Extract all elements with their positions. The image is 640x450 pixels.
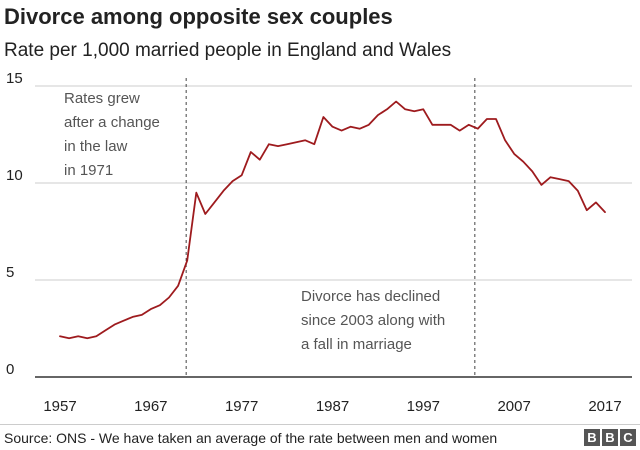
x-tick-label: 1997: [407, 398, 440, 415]
x-tick-label: 1957: [43, 398, 76, 415]
annotation-decline: Divorce has declined: [301, 288, 440, 305]
bbc-logo-letter-2: B: [602, 429, 618, 446]
chart-title: Divorce among opposite sex couples: [4, 4, 393, 29]
annotation-law-change: in 1971: [64, 162, 113, 179]
annotation-law-change: in the law: [64, 138, 128, 155]
x-tick-label: 2007: [497, 398, 530, 415]
x-tick-label: 2017: [588, 398, 621, 415]
chart-subtitle: Rate per 1,000 married people in England…: [4, 40, 452, 61]
y-tick-label: 10: [6, 167, 23, 184]
footer: Source: ONS - We have taken an average o…: [0, 424, 640, 450]
line-chart: 0 5 10 15 1957 1967 1977 1987 1997 2007 2017 Rates …: [6, 70, 632, 415]
bbc-logo: B B C: [584, 429, 636, 446]
divorce-rate-line: [59, 100, 606, 340]
y-tick-label: 5: [6, 264, 14, 281]
y-tick-label: 15: [6, 70, 23, 87]
x-tick-label: 1987: [316, 398, 349, 415]
bbc-logo-letter-1: B: [584, 429, 600, 446]
annotation-law-change: Rates grew: [64, 90, 140, 107]
source-note: Source: ONS - We have taken an average o…: [4, 430, 498, 446]
bbc-logo-letter-3: C: [620, 429, 636, 446]
annotation-law-change: after a change: [64, 114, 160, 131]
annotation-decline: since 2003 along with: [301, 312, 445, 329]
y-tick-label: 0: [6, 361, 14, 378]
annotation-decline: a fall in marriage: [301, 336, 412, 353]
x-tick-label: 1967: [134, 398, 167, 415]
x-tick-label: 1977: [225, 398, 258, 415]
